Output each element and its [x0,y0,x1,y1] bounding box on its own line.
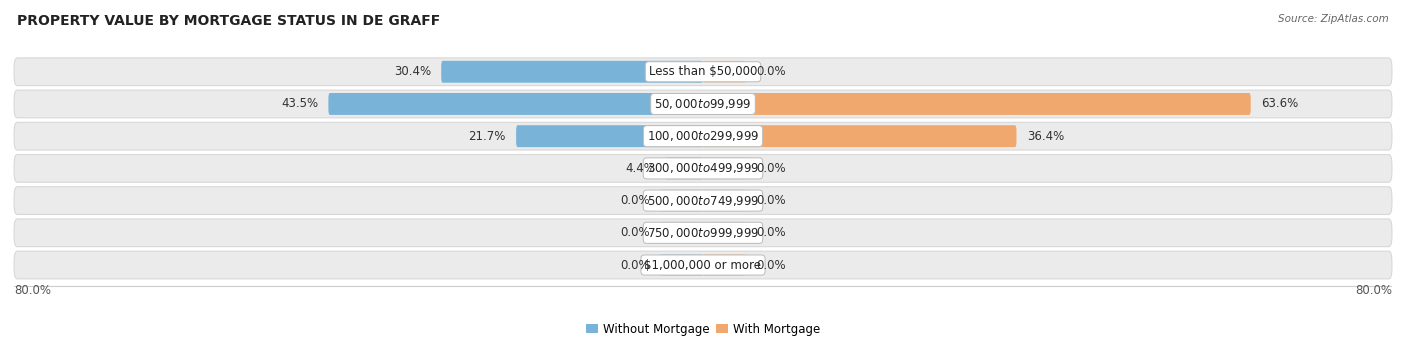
FancyBboxPatch shape [703,125,1017,147]
FancyBboxPatch shape [14,187,1392,215]
FancyBboxPatch shape [441,61,703,83]
Text: 30.4%: 30.4% [394,65,430,78]
Text: $100,000 to $299,999: $100,000 to $299,999 [647,129,759,143]
Legend: Without Mortgage, With Mortgage: Without Mortgage, With Mortgage [581,318,825,340]
FancyBboxPatch shape [14,122,1392,150]
Text: $50,000 to $99,999: $50,000 to $99,999 [654,97,752,111]
FancyBboxPatch shape [703,61,747,83]
FancyBboxPatch shape [665,157,703,179]
FancyBboxPatch shape [703,222,747,244]
Text: PROPERTY VALUE BY MORTGAGE STATUS IN DE GRAFF: PROPERTY VALUE BY MORTGAGE STATUS IN DE … [17,14,440,28]
Text: 0.0%: 0.0% [756,162,786,175]
FancyBboxPatch shape [516,125,703,147]
Text: Less than $50,000: Less than $50,000 [648,65,758,78]
FancyBboxPatch shape [703,93,1251,115]
Text: 0.0%: 0.0% [756,258,786,272]
Text: $500,000 to $749,999: $500,000 to $749,999 [647,193,759,208]
Text: $750,000 to $999,999: $750,000 to $999,999 [647,226,759,240]
Text: 0.0%: 0.0% [620,226,650,239]
FancyBboxPatch shape [14,90,1392,118]
Text: 43.5%: 43.5% [281,98,318,111]
Text: 0.0%: 0.0% [620,194,650,207]
FancyBboxPatch shape [703,254,747,276]
FancyBboxPatch shape [703,190,747,211]
FancyBboxPatch shape [14,251,1392,279]
FancyBboxPatch shape [659,190,703,211]
Text: $1,000,000 or more: $1,000,000 or more [644,258,762,272]
FancyBboxPatch shape [659,222,703,244]
Text: 0.0%: 0.0% [620,258,650,272]
Text: 80.0%: 80.0% [14,284,51,296]
FancyBboxPatch shape [14,58,1392,86]
FancyBboxPatch shape [14,155,1392,182]
FancyBboxPatch shape [659,254,703,276]
Text: 80.0%: 80.0% [1355,284,1392,296]
Text: 36.4%: 36.4% [1026,130,1064,143]
Text: Source: ZipAtlas.com: Source: ZipAtlas.com [1278,14,1389,23]
Text: 0.0%: 0.0% [756,194,786,207]
Text: 63.6%: 63.6% [1261,98,1298,111]
Text: $300,000 to $499,999: $300,000 to $499,999 [647,162,759,175]
Text: 0.0%: 0.0% [756,226,786,239]
Text: 4.4%: 4.4% [624,162,655,175]
Text: 21.7%: 21.7% [468,130,506,143]
Text: 0.0%: 0.0% [756,65,786,78]
FancyBboxPatch shape [703,157,747,179]
FancyBboxPatch shape [329,93,703,115]
FancyBboxPatch shape [14,219,1392,246]
